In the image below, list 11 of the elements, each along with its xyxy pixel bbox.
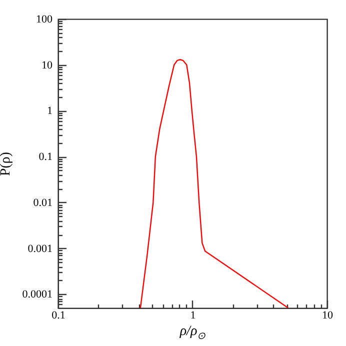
y-tick-label: 0.1: [38, 151, 52, 164]
y-tick-label: 1: [47, 105, 52, 118]
y-tick-label: 0.001: [28, 242, 52, 255]
y-tick-label: 10: [42, 59, 53, 72]
y-tick-label: 0.0001: [22, 288, 52, 301]
x-axis-title: ρ/ρ$_{⊙}$: [178, 324, 206, 342]
x-tick-label: 0.1: [52, 310, 66, 322]
y-tick-label: 0.01: [33, 196, 52, 209]
x-tick-label: 1: [190, 310, 196, 322]
x-tick-label: 10: [322, 310, 334, 322]
y-tick-label: 100: [36, 14, 53, 26]
